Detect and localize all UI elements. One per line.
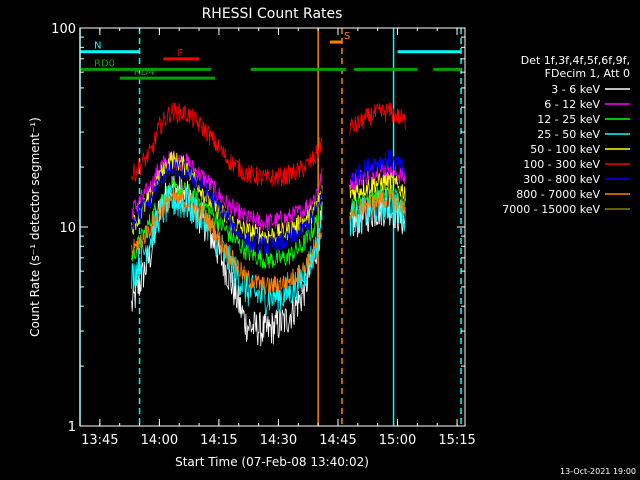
legend-label: 7000 - 15000 keV bbox=[502, 203, 600, 216]
legend-label: 6 - 12 keV bbox=[544, 98, 600, 111]
x-tick-label: 14:00 bbox=[141, 433, 178, 448]
legend-header: Det 1f,3f,4f,5f,6f,9f, bbox=[521, 54, 630, 67]
series-lines bbox=[131, 102, 406, 347]
legend-label: 800 - 7000 keV bbox=[516, 188, 600, 201]
plot-frame bbox=[79, 27, 466, 427]
legend: Det 1f,3f,4f,5f,6f,9f,FDecim 1, Att 0 3 -… bbox=[502, 54, 630, 216]
y-axis-label: Count Rate (s⁻¹ detector segment⁻¹) bbox=[28, 117, 42, 337]
series-line-3 bbox=[349, 188, 406, 237]
x-tick-label: 15:15 bbox=[438, 433, 475, 448]
legend-header: FDecim 1, Att 0 bbox=[545, 67, 630, 80]
flag-label: N bbox=[94, 41, 101, 52]
legend-label: 3 - 6 keV bbox=[551, 83, 600, 96]
legend-label: 300 - 800 keV bbox=[523, 173, 600, 186]
x-tick-label: 14:30 bbox=[260, 433, 297, 448]
series-line-5 bbox=[349, 102, 406, 136]
x-tick-label: 15:00 bbox=[379, 433, 416, 448]
flag-label: F bbox=[177, 48, 183, 59]
legend-label: 50 - 100 keV bbox=[530, 143, 600, 156]
y-tick-label: 1 bbox=[68, 420, 76, 435]
x-tick-label: 14:45 bbox=[319, 433, 356, 448]
y-tick-label: 10 bbox=[59, 221, 76, 236]
legend-label: 12 - 25 keV bbox=[537, 113, 600, 126]
y-tick-label: 100 bbox=[51, 22, 76, 37]
series-line-6 bbox=[131, 160, 323, 256]
footer-date: 13-Oct-2021 19:00 bbox=[560, 467, 636, 476]
flag-label: RD0 bbox=[94, 58, 115, 69]
series-line-6 bbox=[349, 149, 406, 184]
series-line-7 bbox=[349, 188, 406, 221]
series-line-1 bbox=[349, 161, 406, 191]
series-line-2 bbox=[131, 179, 323, 270]
x-tick-label: 13:45 bbox=[81, 433, 118, 448]
series-line-1 bbox=[131, 150, 323, 232]
chart-title: RHESSI Count Rates bbox=[202, 6, 343, 22]
flag-label: S bbox=[344, 31, 350, 42]
series-line-5 bbox=[131, 102, 323, 188]
legend-label: 100 - 300 keV bbox=[523, 158, 600, 171]
axis-ticks: 13:45 14:00 14:15 14:30 14:45 15:00 15:15 1 10 10… bbox=[51, 22, 476, 448]
series-line-7 bbox=[131, 188, 323, 296]
flag-bars: N F S RD0 RD4 bbox=[80, 31, 462, 80]
series-line-4 bbox=[349, 172, 406, 202]
flag-label: RD4 bbox=[134, 67, 155, 78]
legend-label: 25 - 50 keV bbox=[537, 128, 600, 141]
x-axis-label: Start Time (07-Feb-08 13:40:02) bbox=[175, 455, 369, 469]
x-tick-label: 14:15 bbox=[200, 433, 237, 448]
